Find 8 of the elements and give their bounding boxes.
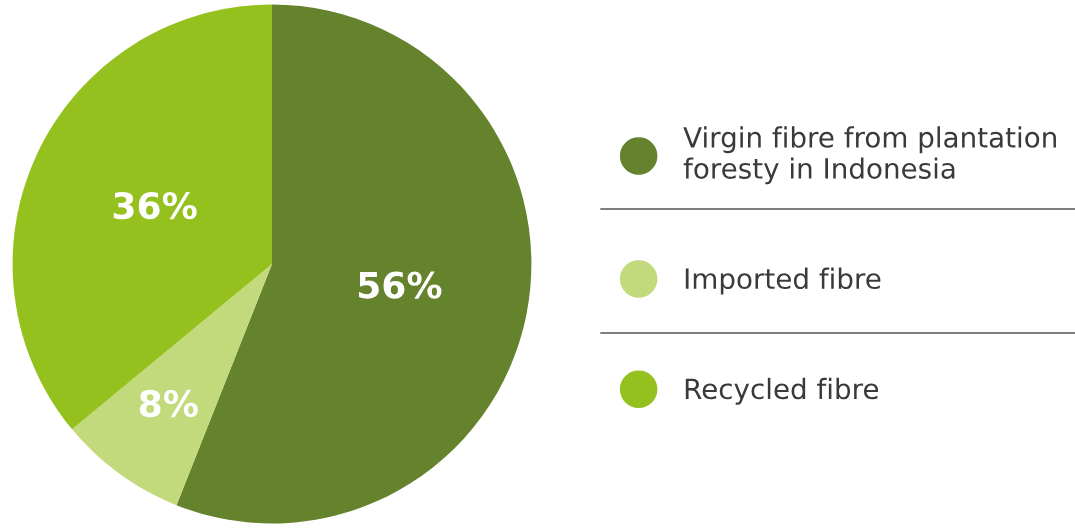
pie-slice	[12, 4, 272, 430]
data-label: 8%	[139, 389, 198, 418]
legend-label: Imported fibre	[685, 267, 881, 295]
data-label: 36%	[113, 191, 197, 220]
legend-label: Recycled fibre	[685, 377, 879, 405]
data-label: 56%	[358, 271, 442, 299]
legend-label: Virgin fibre from plantation foresty in Indonesia	[683, 126, 1056, 185]
pie-slice	[72, 264, 272, 506]
